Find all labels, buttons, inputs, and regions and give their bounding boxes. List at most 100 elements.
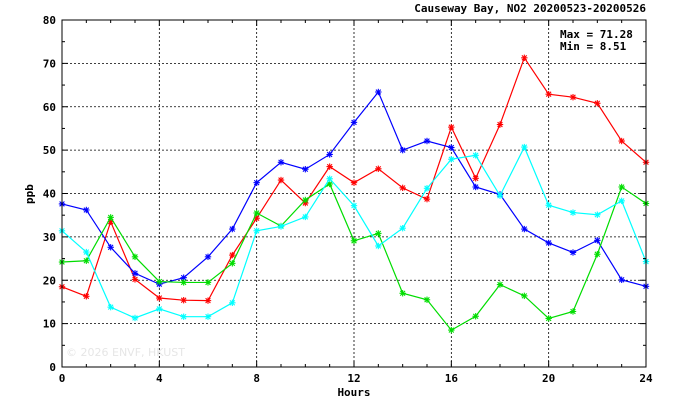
data-point bbox=[423, 137, 431, 145]
data-point bbox=[253, 179, 260, 186]
data-point bbox=[423, 195, 431, 203]
series-3 bbox=[58, 143, 650, 322]
data-point bbox=[472, 313, 479, 320]
data-point bbox=[156, 305, 163, 313]
data-point bbox=[204, 253, 212, 261]
data-point bbox=[83, 257, 90, 264]
min-label: Min = 8.51 bbox=[560, 40, 627, 53]
data-point bbox=[156, 294, 163, 302]
data-point bbox=[180, 313, 187, 320]
data-point bbox=[302, 166, 309, 173]
data-point bbox=[594, 251, 601, 258]
x-tick-label: 24 bbox=[639, 372, 653, 385]
data-point bbox=[521, 54, 528, 62]
data-point bbox=[350, 179, 358, 186]
data-point bbox=[399, 290, 406, 297]
data-point bbox=[131, 270, 139, 277]
data-point bbox=[131, 314, 139, 322]
data-point bbox=[375, 88, 382, 96]
y-tick-label: 70 bbox=[43, 57, 56, 70]
data-point bbox=[569, 308, 577, 315]
data-point bbox=[448, 326, 455, 334]
data-point bbox=[229, 251, 236, 259]
watermark: © 2026 ENVF, HKUST bbox=[66, 346, 185, 359]
data-point bbox=[521, 225, 528, 233]
data-point bbox=[618, 137, 625, 145]
y-tick-label: 30 bbox=[43, 231, 56, 244]
data-point bbox=[545, 315, 552, 322]
data-point bbox=[545, 239, 552, 247]
data-point bbox=[496, 121, 504, 128]
data-point bbox=[229, 225, 236, 233]
data-point bbox=[180, 274, 187, 281]
y-tick-label: 50 bbox=[43, 144, 56, 157]
chart-title: Causeway Bay, NO2 20200523-20200526 bbox=[414, 2, 646, 15]
data-point bbox=[594, 211, 601, 218]
x-tick-label: 20 bbox=[542, 372, 555, 385]
y-tick-label: 0 bbox=[49, 361, 56, 374]
data-point bbox=[350, 202, 358, 209]
data-point bbox=[569, 94, 577, 101]
data-point bbox=[448, 123, 455, 131]
data-point bbox=[399, 184, 406, 192]
data-point bbox=[253, 227, 260, 235]
data-point bbox=[131, 276, 139, 283]
data-point bbox=[180, 297, 187, 304]
max-label: Max = 71.28 bbox=[560, 28, 633, 41]
data-point bbox=[545, 202, 552, 209]
data-point bbox=[521, 143, 528, 151]
data-point bbox=[326, 151, 333, 158]
data-point bbox=[399, 146, 406, 154]
x-tick-label: 12 bbox=[347, 372, 360, 385]
data-point bbox=[448, 144, 455, 151]
grid bbox=[62, 20, 646, 367]
data-point bbox=[472, 183, 479, 191]
data-point bbox=[277, 159, 285, 166]
x-tick-label: 4 bbox=[156, 372, 163, 385]
data-point bbox=[131, 253, 139, 261]
data-point bbox=[594, 237, 601, 244]
data-point bbox=[229, 299, 236, 307]
data-point bbox=[350, 237, 358, 244]
data-point bbox=[618, 183, 625, 191]
data-point bbox=[423, 185, 431, 192]
x-axis-title: Hours bbox=[337, 386, 370, 399]
data-point bbox=[569, 249, 577, 256]
data-point bbox=[83, 206, 90, 214]
data-point bbox=[277, 223, 285, 230]
data-point bbox=[229, 260, 236, 267]
data-point bbox=[472, 175, 479, 182]
data-point bbox=[399, 225, 406, 232]
data-point bbox=[545, 90, 552, 98]
data-point bbox=[326, 163, 333, 170]
data-point bbox=[204, 313, 212, 320]
data-point bbox=[594, 100, 601, 107]
data-point bbox=[83, 293, 90, 300]
data-point bbox=[302, 213, 309, 221]
data-point bbox=[156, 278, 163, 285]
data-point bbox=[448, 156, 455, 163]
data-point bbox=[375, 165, 382, 172]
ticks: 0 4 8 12 16 20 24 0 10 20 30 40 50 60 70 80 bbox=[43, 14, 653, 385]
data-point bbox=[618, 197, 625, 205]
data-point bbox=[350, 119, 358, 126]
data-point bbox=[521, 292, 528, 300]
x-tick-label: 0 bbox=[59, 372, 66, 385]
x-tick-label: 16 bbox=[445, 372, 459, 385]
y-axis-title: ppb bbox=[23, 184, 36, 204]
data-point bbox=[423, 296, 431, 303]
y-tick-label: 80 bbox=[43, 14, 56, 27]
data-point bbox=[253, 209, 260, 217]
data-point bbox=[107, 244, 114, 251]
data-point bbox=[569, 209, 577, 216]
data-point bbox=[326, 175, 333, 182]
data-point bbox=[472, 152, 479, 159]
data-point bbox=[375, 242, 382, 250]
series-layer bbox=[58, 54, 650, 334]
data-point bbox=[204, 279, 212, 286]
data-point bbox=[180, 279, 187, 286]
data-point bbox=[204, 297, 212, 304]
data-point bbox=[302, 196, 309, 204]
data-point bbox=[618, 276, 625, 284]
